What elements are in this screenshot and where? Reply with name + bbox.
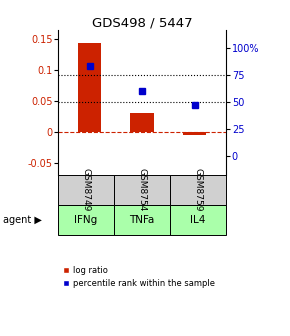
Bar <box>170 175 226 205</box>
Text: TNFa: TNFa <box>129 215 155 225</box>
Text: GSM8749: GSM8749 <box>81 168 90 212</box>
Bar <box>130 113 154 132</box>
Bar <box>114 205 170 235</box>
Bar <box>58 205 114 235</box>
Bar <box>58 175 114 205</box>
Text: agent ▶: agent ▶ <box>3 215 42 225</box>
Text: IL4: IL4 <box>191 215 206 225</box>
Bar <box>78 43 101 132</box>
Text: GSM8759: GSM8759 <box>194 168 203 212</box>
Bar <box>114 175 170 205</box>
Text: GSM8754: GSM8754 <box>137 168 147 212</box>
Text: IFNg: IFNg <box>75 215 98 225</box>
Bar <box>183 132 206 135</box>
Title: GDS498 / 5447: GDS498 / 5447 <box>92 16 192 29</box>
Bar <box>170 205 226 235</box>
Legend: log ratio, percentile rank within the sample: log ratio, percentile rank within the sa… <box>59 263 218 292</box>
